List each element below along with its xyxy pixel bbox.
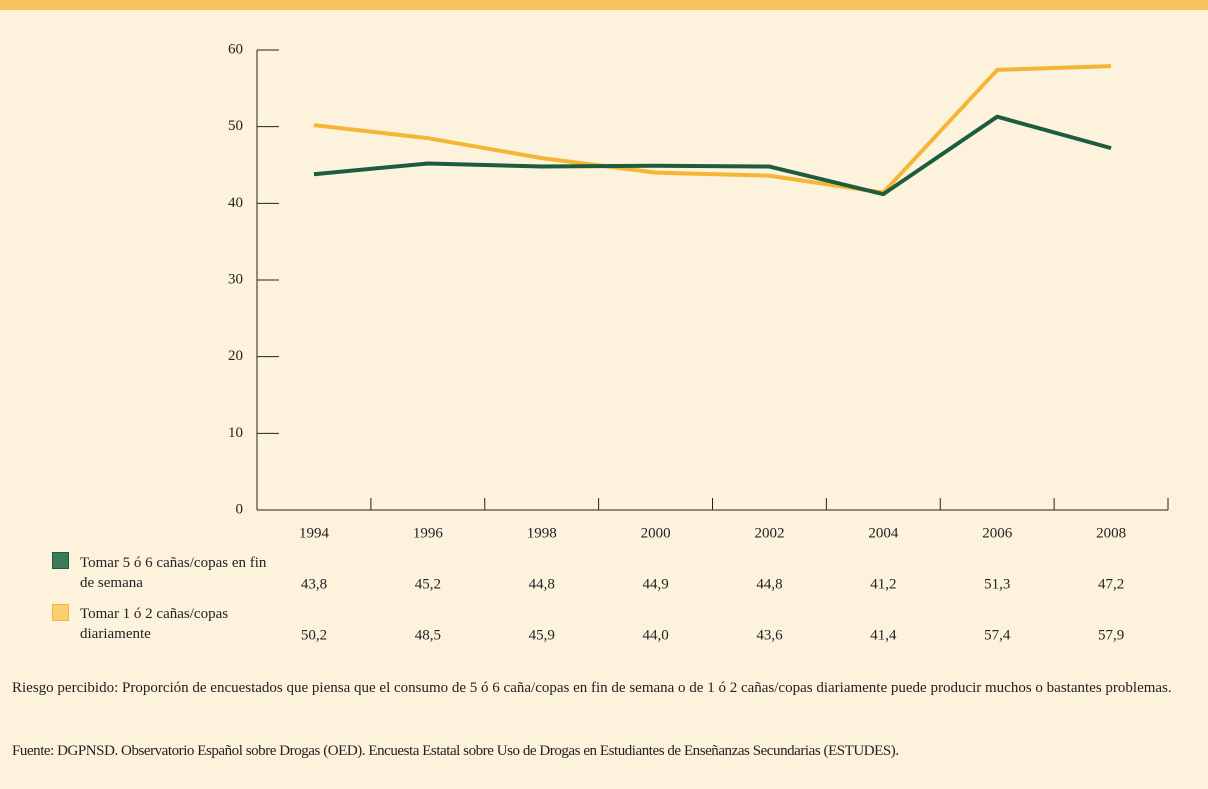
legend-label: Tomar 5 ó 6 cañas/copas en fin de semana — [80, 555, 267, 591]
value-label: 57,9 — [1098, 627, 1124, 643]
value-label: 45,2 — [415, 576, 441, 592]
x-tick-label: 2002 — [754, 525, 784, 541]
y-tick-label: 40 — [228, 195, 243, 211]
value-label: 44,8 — [756, 576, 782, 592]
value-label: 45,9 — [529, 627, 555, 643]
value-label: 43,6 — [756, 627, 783, 643]
legend-swatch — [52, 604, 69, 621]
x-tick-label: 2000 — [641, 525, 671, 541]
value-label: 50,2 — [301, 627, 327, 643]
x-tick-label: 1998 — [527, 525, 557, 541]
value-label: 44,8 — [529, 576, 555, 592]
legend-swatch — [52, 552, 69, 569]
y-tick-label: 60 — [228, 41, 243, 57]
series-line — [313, 114, 1112, 197]
note: Riesgo percibido: Proporción de encuesta… — [12, 680, 1172, 696]
x-tick-label: 1994 — [299, 525, 330, 541]
y-tick-label: 20 — [228, 348, 243, 364]
y-tick-label: 10 — [228, 425, 243, 441]
value-label: 41,4 — [870, 627, 897, 643]
y-tick-label: 50 — [228, 118, 243, 134]
series-line — [313, 64, 1112, 195]
y-tick-label: 0 — [236, 501, 244, 517]
value-label: 48,5 — [415, 627, 441, 643]
value-label: 57,4 — [984, 627, 1011, 643]
x-tick-label: 1996 — [413, 525, 444, 541]
value-label: 47,2 — [1098, 576, 1124, 592]
value-label: 41,2 — [870, 576, 896, 592]
y-tick-label: 30 — [228, 271, 243, 287]
top-bar — [0, 0, 1208, 10]
value-label: 51,3 — [984, 576, 1010, 592]
value-label: 44,9 — [642, 576, 668, 592]
x-tick-label: 2004 — [868, 525, 899, 541]
x-tick-label: 2006 — [982, 525, 1013, 541]
x-tick-label: 2008 — [1096, 525, 1126, 541]
value-label: 43,8 — [301, 576, 327, 592]
legend-label: Tomar 1 ó 2 cañas/copas diariamente — [80, 606, 229, 642]
source: Fuente: DGPNSD. Observatorio Español sob… — [12, 743, 899, 759]
value-label: 44,0 — [642, 627, 668, 643]
